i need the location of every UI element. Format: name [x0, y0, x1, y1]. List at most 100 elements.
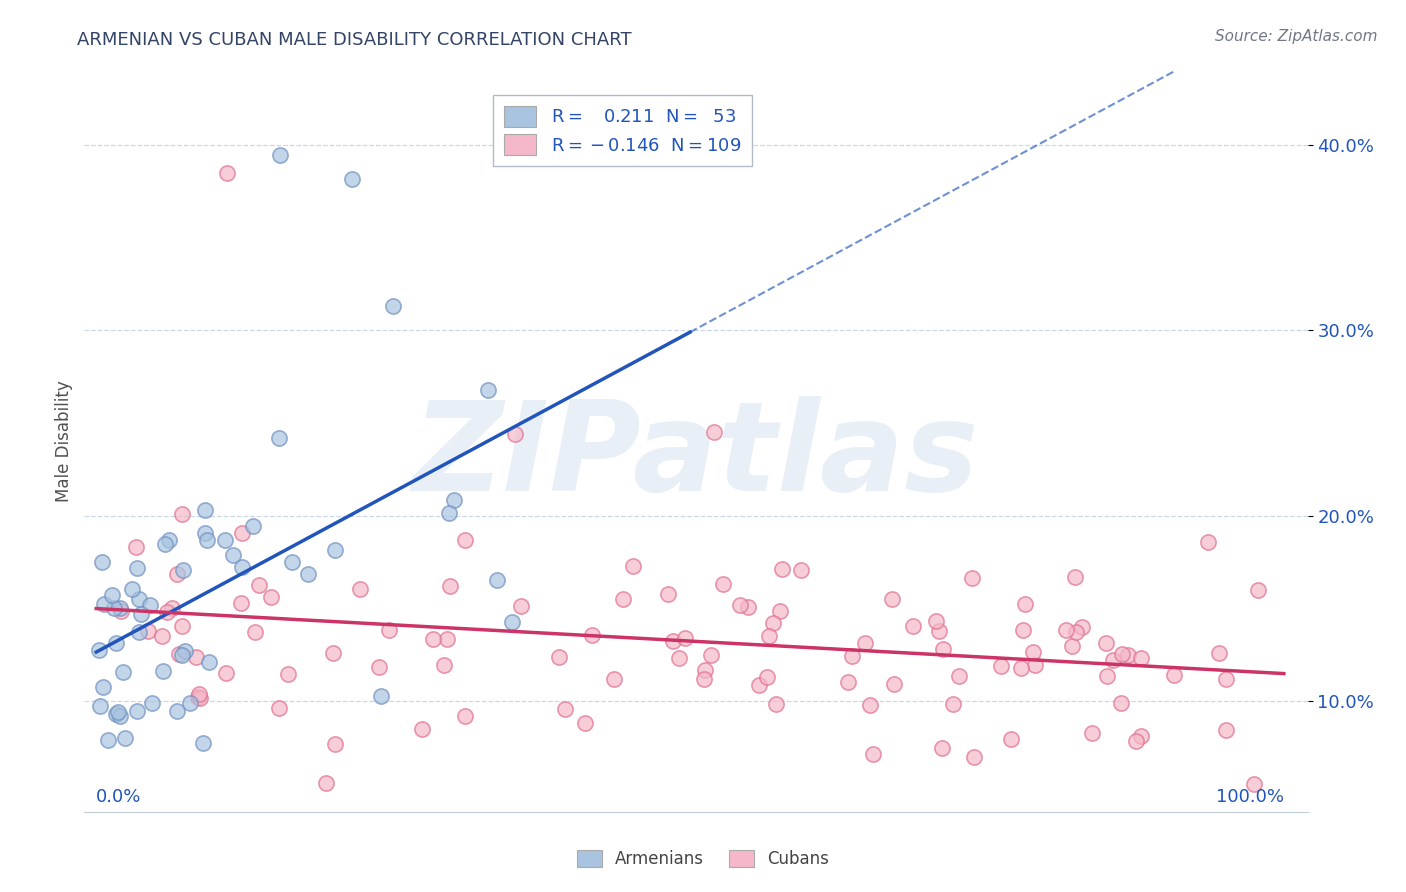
- Point: [247, 578, 270, 592]
- Point: [103, 600, 125, 615]
- Point: [931, 741, 953, 756]
- Point: [1243, 777, 1265, 791]
- Point: [439, 506, 461, 520]
- Point: [436, 632, 458, 647]
- Point: [1109, 696, 1132, 710]
- Point: [231, 559, 253, 574]
- Point: [1215, 672, 1237, 686]
- Point: [156, 605, 179, 619]
- Point: [173, 644, 195, 658]
- Point: [748, 678, 770, 692]
- Point: [841, 648, 863, 663]
- Point: [184, 649, 207, 664]
- Point: [728, 598, 751, 612]
- Point: [129, 607, 152, 621]
- Point: [267, 431, 290, 445]
- Point: [901, 618, 924, 632]
- Point: [170, 648, 193, 662]
- Point: [157, 533, 180, 548]
- Point: [990, 659, 1012, 673]
- Point: [170, 507, 193, 521]
- Point: [770, 562, 793, 576]
- Point: [1102, 653, 1125, 667]
- Point: [695, 663, 717, 677]
- Point: [1129, 651, 1152, 665]
- Point: [153, 536, 176, 550]
- Point: [948, 669, 970, 683]
- Point: [932, 642, 955, 657]
- Point: [1118, 648, 1140, 663]
- Point: [242, 519, 264, 533]
- Point: [1010, 661, 1032, 675]
- Point: [195, 533, 218, 547]
- Point: [581, 628, 603, 642]
- Text: ZIPatlas: ZIPatlas: [413, 396, 979, 516]
- Point: [700, 648, 723, 663]
- Point: [370, 689, 392, 703]
- Point: [128, 592, 150, 607]
- Point: [942, 697, 965, 711]
- Point: [105, 635, 128, 649]
- Point: [554, 702, 576, 716]
- Point: [1095, 636, 1118, 650]
- Point: [621, 558, 644, 573]
- Text: ARMENIAN VS CUBAN MALE DISABILITY CORRELATION CHART: ARMENIAN VS CUBAN MALE DISABILITY CORREL…: [77, 31, 631, 49]
- Point: [1024, 658, 1046, 673]
- Point: [214, 533, 236, 547]
- Point: [1066, 624, 1088, 639]
- Point: [229, 596, 252, 610]
- Point: [127, 704, 149, 718]
- Point: [765, 698, 787, 712]
- Point: [1071, 619, 1094, 633]
- Point: [128, 625, 150, 640]
- Point: [925, 615, 948, 629]
- Point: [110, 708, 132, 723]
- Point: [323, 543, 346, 558]
- Point: [1022, 645, 1045, 659]
- Point: [141, 696, 163, 710]
- Point: [215, 666, 238, 681]
- Point: [1111, 647, 1133, 661]
- Point: [111, 665, 134, 679]
- Point: [1062, 639, 1084, 653]
- Point: [367, 660, 389, 674]
- Point: [107, 706, 129, 720]
- Point: [114, 731, 136, 745]
- Point: [231, 525, 253, 540]
- Point: [509, 599, 531, 614]
- Point: [93, 680, 115, 694]
- Point: [711, 576, 734, 591]
- Point: [152, 664, 174, 678]
- Point: [1129, 729, 1152, 743]
- Text: Source: ZipAtlas.com: Source: ZipAtlas.com: [1215, 29, 1378, 44]
- Point: [125, 540, 148, 554]
- Point: [188, 690, 211, 705]
- Point: [928, 624, 950, 638]
- Point: [1125, 734, 1147, 748]
- Point: [105, 706, 128, 721]
- Point: [259, 590, 281, 604]
- Point: [187, 690, 209, 705]
- Point: [411, 722, 433, 736]
- Point: [960, 571, 983, 585]
- Point: [179, 696, 201, 710]
- Point: [167, 647, 190, 661]
- Point: [222, 548, 245, 562]
- Point: [703, 425, 725, 440]
- Text: 100.0%: 100.0%: [1216, 788, 1284, 806]
- Point: [269, 147, 291, 161]
- Text: 0.0%: 0.0%: [96, 788, 142, 806]
- Point: [574, 716, 596, 731]
- Point: [769, 604, 792, 618]
- Point: [1215, 723, 1237, 737]
- Point: [962, 749, 984, 764]
- Point: [191, 736, 214, 750]
- Point: [197, 655, 219, 669]
- Point: [693, 672, 716, 686]
- Point: [758, 629, 780, 643]
- Point: [505, 427, 527, 442]
- Point: [267, 701, 290, 715]
- Point: [439, 579, 461, 593]
- Point: [323, 737, 346, 751]
- Point: [755, 670, 778, 684]
